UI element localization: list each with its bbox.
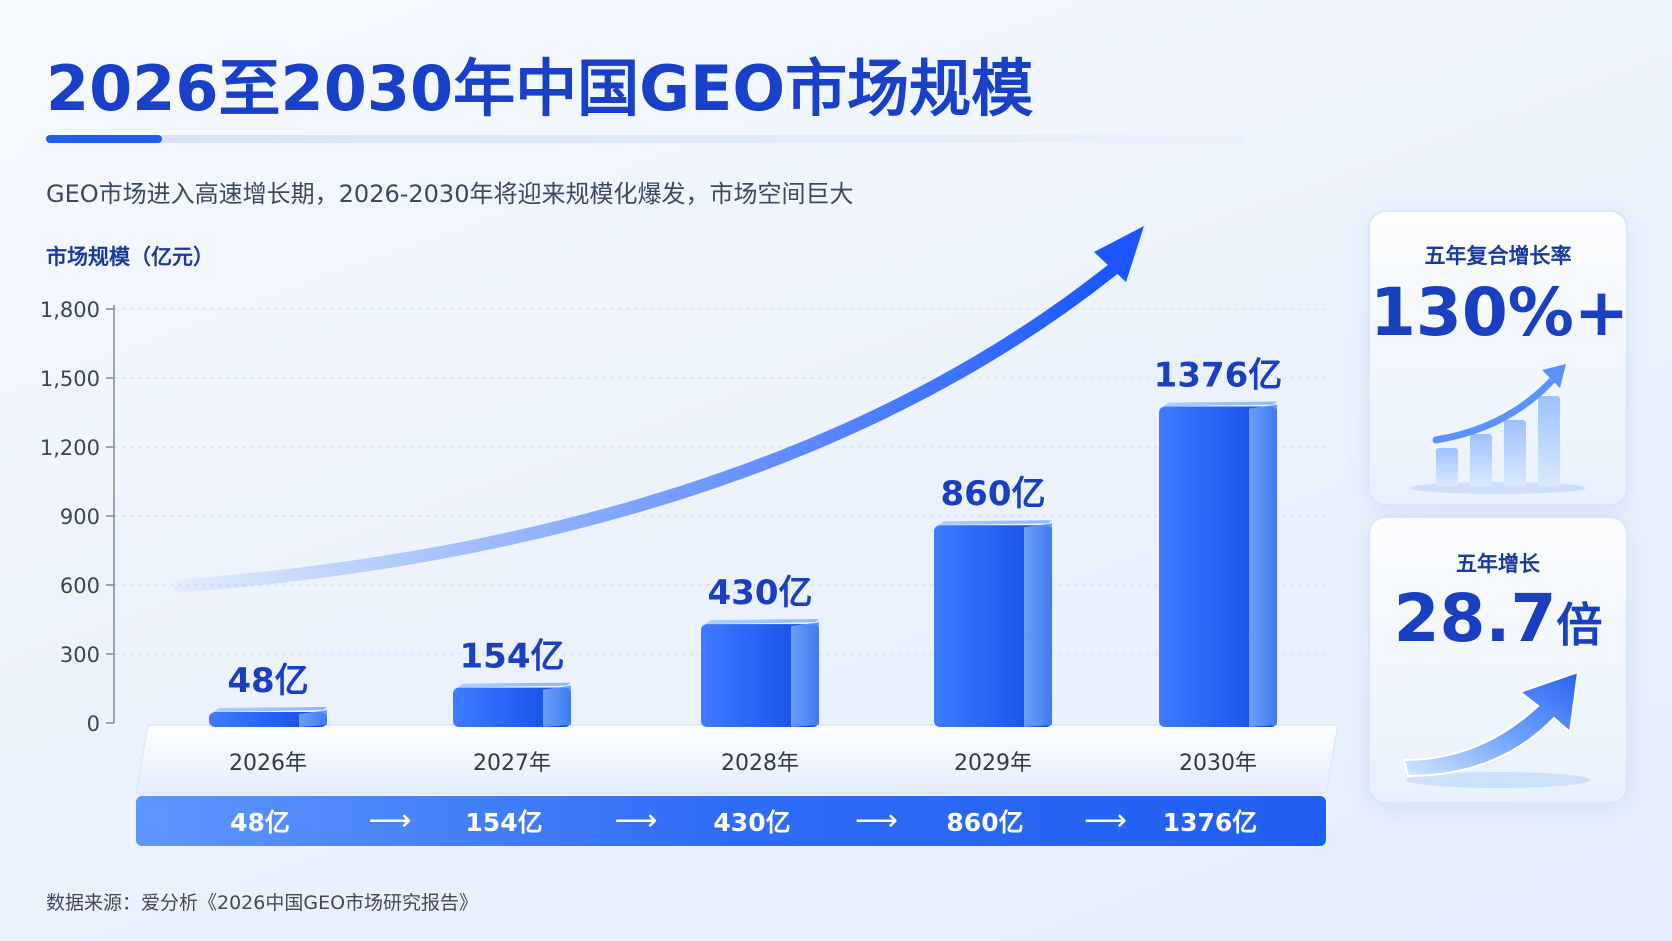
x-tick-label: 2027年 (473, 751, 551, 776)
bar (209, 711, 327, 727)
bar (934, 525, 1052, 727)
bar-top-face (457, 682, 571, 688)
timeline-band (136, 796, 1326, 846)
y-tick-label: 300 (60, 643, 100, 667)
bar-value-label: 860亿 (941, 474, 1046, 514)
bar-value-label: 430亿 (708, 573, 813, 613)
timeline-arrow-icon: ⟶ (614, 803, 657, 838)
x-tick-label: 2030年 (1179, 751, 1257, 776)
page-subtitle: GEO市场进入高速增长期，2026-2030年将迎来规模化爆发，市场空间巨大 (46, 180, 854, 208)
y-tick-label: 1,200 (40, 436, 100, 460)
timeline-value: 860亿 (946, 808, 1023, 837)
upward-arrow-icon (1402, 670, 1590, 788)
growth-unit: 倍 (1556, 598, 1603, 652)
y-tick-label: 900 (60, 505, 100, 529)
bar-side-face (299, 709, 327, 727)
x-tick-label: 2026年 (229, 751, 307, 776)
cagr-value: 130%+ (1370, 274, 1630, 351)
trend-arrow-line (173, 263, 1119, 593)
bar-value-label: 48亿 (227, 661, 308, 701)
title-accent-bar (46, 135, 162, 143)
bar-top-face (705, 619, 819, 625)
y-tick-label: 600 (60, 574, 100, 598)
cagr-label: 五年复合增长率 (1424, 244, 1572, 268)
y-axis-label: 市场规模（亿元） (46, 245, 214, 269)
timeline-value: 154亿 (465, 808, 542, 837)
y-tick-label: 0 (87, 712, 100, 736)
growth-value: 28.7倍 (1393, 580, 1603, 657)
trend-arrow-head (1094, 226, 1144, 282)
page-title: 2026至2030年中国GEO市场规模 (46, 52, 1034, 125)
title-divider (46, 135, 1246, 143)
bar-value-label: 154亿 (460, 637, 565, 677)
bar-side-face (1249, 404, 1277, 727)
bar-side-face (543, 685, 571, 727)
bar-top-face (1163, 401, 1277, 407)
bar-value-label: 1376亿 (1154, 356, 1283, 396)
timeline-arrow-icon: ⟶ (1084, 803, 1127, 838)
timeline-arrow-icon: ⟶ (855, 803, 898, 838)
bar-side-face (791, 622, 819, 727)
x-tick-label: 2029年 (954, 751, 1032, 776)
timeline-arrow-icon: ⟶ (368, 803, 411, 838)
bar (453, 687, 571, 727)
x-tick-label: 2028年 (721, 751, 799, 776)
y-tick-label: 1,500 (40, 367, 100, 391)
timeline-value: 48亿 (230, 808, 290, 837)
growth-card: 五年增长 28.7倍 (1368, 516, 1628, 804)
timeline-value: 430亿 (713, 808, 790, 837)
bar (701, 624, 819, 727)
bar-side-face (1024, 523, 1052, 727)
timeline-value: 1376亿 (1163, 808, 1258, 837)
bar-top-face (213, 706, 327, 712)
y-tick-label: 1,800 (40, 298, 100, 322)
bar (1159, 406, 1277, 727)
bar-top-face (938, 520, 1052, 526)
mini-bar-growth-icon (1410, 364, 1586, 494)
growth-label: 五年增长 (1456, 552, 1540, 576)
cagr-card: 五年复合增长率 130%+ (1368, 210, 1630, 506)
data-source-note: 数据来源：爱分析《2026中国GEO市场研究报告》 (46, 892, 479, 914)
